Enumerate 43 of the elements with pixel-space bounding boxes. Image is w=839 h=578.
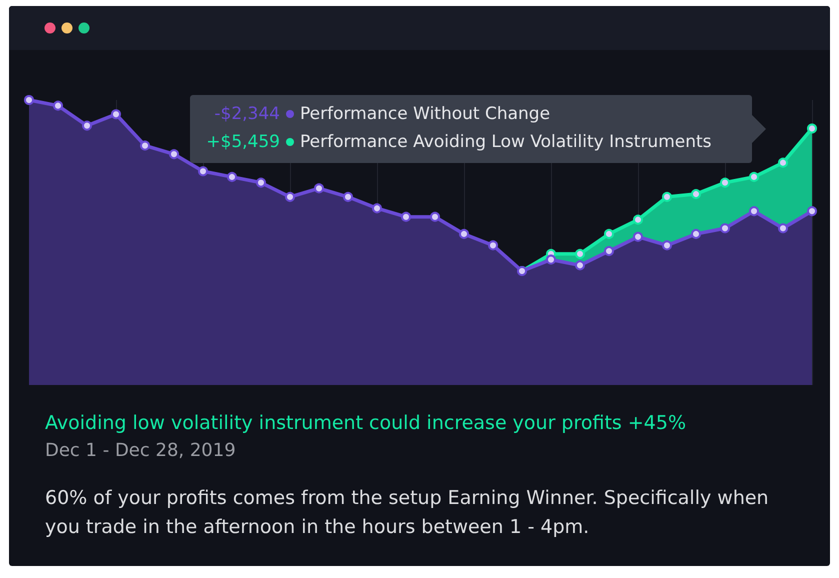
annotation: +$5,459 (206, 132, 280, 152)
point (691, 189, 701, 200)
point (575, 260, 585, 270)
point (633, 232, 643, 242)
point (459, 228, 469, 239)
point (285, 192, 295, 202)
point (807, 124, 817, 134)
point (720, 178, 730, 188)
point (633, 214, 643, 225)
point (604, 246, 614, 256)
point (662, 240, 672, 250)
point (227, 172, 237, 182)
point (314, 183, 324, 194)
point (256, 178, 266, 188)
point (807, 206, 817, 216)
point (575, 248, 585, 259)
point (749, 206, 759, 216)
point (778, 158, 788, 168)
point (53, 100, 63, 111)
point (546, 254, 556, 265)
point (111, 109, 121, 120)
point (372, 203, 382, 214)
point (662, 192, 672, 202)
point (488, 240, 498, 250)
point (430, 212, 440, 222)
point (343, 192, 353, 202)
point (691, 228, 701, 239)
text: Dec 1 - Dec 28, 2019 (45, 440, 236, 461)
point (198, 166, 208, 176)
legend-label: Performance Without Change (300, 104, 550, 124)
point (749, 172, 759, 182)
point (401, 212, 411, 222)
annotation: -$2,344 (214, 104, 280, 124)
point (604, 228, 614, 239)
point (778, 223, 788, 234)
point (24, 95, 34, 105)
point (169, 149, 179, 160)
text: 60% of your profits comes from the setup Earning Winner. Specifically when you trade in the afternoon in the hours between 1 - 4pm. (45, 486, 770, 540)
legend-label: Performance Avoiding Low Volatility Instruments (300, 132, 712, 152)
point (140, 140, 150, 151)
text: Avoiding low volatility instrument could increase your profits +45% (45, 412, 686, 434)
point (82, 120, 92, 131)
point (720, 223, 730, 234)
